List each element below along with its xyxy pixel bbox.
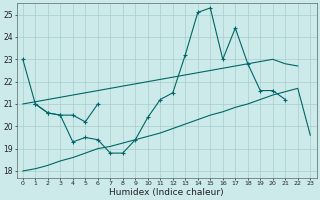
X-axis label: Humidex (Indice chaleur): Humidex (Indice chaleur) <box>109 188 224 197</box>
